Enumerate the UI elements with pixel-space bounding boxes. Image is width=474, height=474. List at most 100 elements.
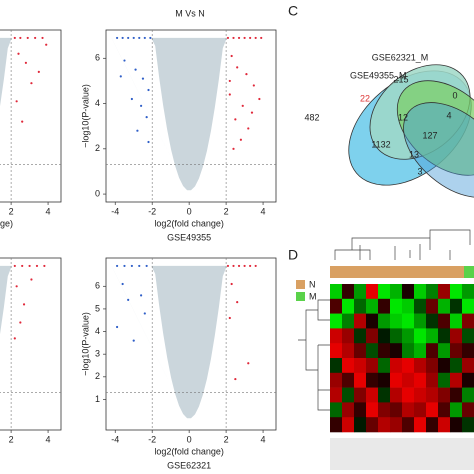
y-tick-label: 0 [95, 188, 100, 198]
group-bar [330, 266, 464, 278]
heat-cell [330, 402, 343, 418]
heat-cell [390, 343, 403, 359]
nonsignificant-cloud [111, 37, 271, 195]
heat-cell [366, 328, 379, 344]
significant-point [13, 36, 16, 40]
x-tick-label: 4 [46, 434, 51, 444]
significant-point [236, 66, 239, 69]
count-label: 4 [446, 110, 451, 120]
heat-cell [402, 298, 415, 314]
heat-cell [426, 358, 439, 374]
significant-point [228, 79, 231, 83]
heat-cell [366, 417, 379, 433]
y-tick-label: 4 [95, 326, 100, 336]
heat-cell [366, 387, 379, 403]
x-tick-label: -4 [111, 206, 119, 216]
heat-cell [354, 313, 367, 329]
heat-cell [402, 372, 415, 388]
heat-cell [390, 387, 403, 403]
heat-cell [462, 343, 474, 359]
x-tick-label: 4 [261, 434, 266, 444]
x-tick-label: -4 [111, 434, 119, 444]
heat-cell [414, 417, 427, 433]
heat-cell [450, 372, 463, 388]
plot-frame [0, 29, 62, 203]
heat-cell [462, 387, 474, 403]
significant-point [13, 337, 16, 340]
heat-cell [378, 284, 391, 300]
heat-cell [402, 343, 415, 359]
y-tick-label: 2 [95, 143, 100, 153]
heat-cell [414, 343, 427, 359]
heat-cell [378, 358, 391, 374]
heat-cell [378, 343, 391, 359]
x-tick-label: 0 [187, 434, 192, 444]
significant-point [260, 36, 263, 40]
significant-point [121, 282, 124, 286]
significant-point [254, 264, 257, 268]
y-axis-label: −log10(P-value) [80, 312, 90, 376]
heat-cell [402, 358, 415, 374]
heat-cell [426, 343, 439, 359]
significant-point [140, 294, 143, 297]
heat-cell [366, 372, 379, 388]
count-label: 1132 [371, 139, 390, 149]
heat-cell [414, 402, 427, 418]
count-label: 12 [398, 112, 408, 122]
x-tick-label: 4 [261, 206, 266, 216]
significant-point [237, 264, 241, 268]
heat-cell [354, 402, 367, 418]
heat-cell [342, 313, 355, 329]
panel-caption: GSE62321 [167, 460, 211, 470]
significant-point [15, 100, 18, 103]
nonsignificant-cloud [111, 265, 271, 423]
heat-cell [330, 417, 343, 433]
legend-label: M [309, 291, 317, 301]
significant-point [138, 264, 141, 268]
significant-point [232, 147, 235, 150]
significant-point [234, 118, 237, 121]
heat-cell [342, 417, 355, 433]
significant-point [258, 97, 261, 101]
heat-cell [438, 284, 451, 300]
heat-cell [450, 343, 463, 359]
significant-point [136, 129, 139, 132]
y-tick-label: 6 [95, 281, 100, 291]
heat-cell [354, 284, 367, 300]
heat-cell [438, 402, 451, 418]
heat-cell [438, 417, 451, 433]
nonsignificant-cloud [0, 37, 56, 107]
heat-cell [378, 313, 391, 329]
heat-cell [354, 328, 367, 344]
y-axis-label: −log10(P-value) [80, 84, 90, 148]
significant-point [132, 339, 135, 342]
significant-point [19, 321, 22, 324]
heat-cell [366, 402, 379, 418]
volcano-panel: -4 -2 0 2 4 1 2 3 4 5 6 [95, 257, 277, 444]
heat-cell [426, 402, 439, 418]
significant-point [250, 111, 254, 114]
heat-cell [330, 387, 343, 403]
significant-point [243, 264, 246, 268]
significant-point [130, 264, 133, 268]
heat-cell [354, 372, 367, 388]
significant-point [143, 36, 146, 40]
heat-cell [438, 298, 451, 314]
heat-cell [354, 298, 367, 314]
y-tick-label: 3 [95, 349, 100, 359]
significant-point [145, 116, 148, 119]
y-tick-label: 6 [95, 53, 100, 63]
dendrogram [334, 229, 471, 260]
panel-caption: GSE49355 [167, 232, 211, 242]
heat-cell [390, 284, 403, 300]
significant-point [30, 82, 33, 85]
legend-label: N [309, 279, 316, 289]
heat-cell [342, 328, 355, 344]
heat-cell [342, 402, 355, 418]
heat-cell [402, 328, 415, 344]
significant-point [130, 97, 133, 101]
heat-cell [366, 313, 379, 329]
heat-cell [414, 284, 427, 300]
heat-cell [330, 284, 343, 300]
